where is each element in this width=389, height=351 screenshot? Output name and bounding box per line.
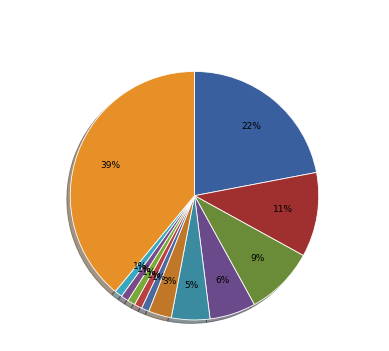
Wedge shape <box>171 196 210 320</box>
Text: 1%: 1% <box>133 262 147 271</box>
Wedge shape <box>115 196 194 296</box>
Text: 39%: 39% <box>100 161 120 170</box>
Text: 1%: 1% <box>152 273 166 282</box>
Text: 9%: 9% <box>251 254 265 264</box>
Text: 1%: 1% <box>137 265 151 274</box>
Text: 3%: 3% <box>162 277 177 286</box>
Text: 6%: 6% <box>215 276 230 285</box>
Wedge shape <box>194 196 254 319</box>
Wedge shape <box>135 196 194 308</box>
Wedge shape <box>128 196 194 305</box>
Text: 1%: 1% <box>142 268 156 277</box>
Wedge shape <box>70 71 194 291</box>
Text: 22%: 22% <box>242 122 261 131</box>
Wedge shape <box>149 196 194 318</box>
Text: 1%: 1% <box>147 271 161 280</box>
Wedge shape <box>194 196 303 305</box>
Wedge shape <box>121 196 194 300</box>
Text: 11%: 11% <box>273 205 293 214</box>
Wedge shape <box>194 172 319 256</box>
Wedge shape <box>194 71 317 196</box>
Text: 5%: 5% <box>184 280 199 290</box>
Wedge shape <box>142 196 194 311</box>
